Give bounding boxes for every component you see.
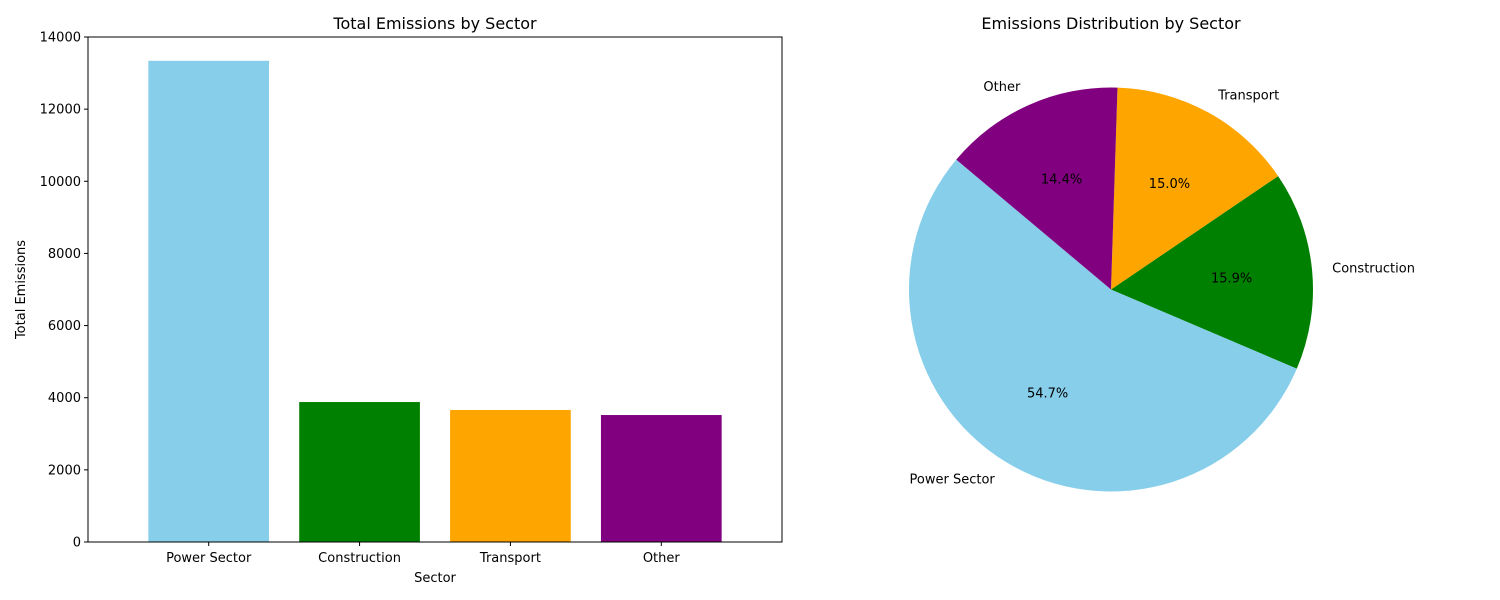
y-tick-label: 2000 (48, 463, 81, 478)
y-tick-label: 4000 (48, 391, 81, 406)
bar-chart-title: Total Emissions by Sector (332, 14, 537, 33)
slice-percent-label: 54.7% (1027, 386, 1068, 401)
y-tick-label: 10000 (40, 175, 81, 190)
bar-transport (450, 409, 571, 542)
x-tick-label: Construction (318, 551, 401, 566)
slice-transport (1111, 87, 1279, 290)
slice-power-sector (908, 159, 1297, 492)
pie-chart: Emissions Distribution by Sector Power S… (908, 14, 1415, 492)
slice-label: Transport (1217, 88, 1279, 103)
pie-labels: Power Sector 54.7% Construction 15.9% Transp… (910, 80, 1415, 487)
y-axis-label: Total Emissions (14, 240, 29, 340)
x-tick-label: Power Sector (166, 551, 252, 566)
bar-other (600, 415, 722, 542)
slice-construction (1111, 176, 1313, 369)
slice-percent-label: 15.9% (1211, 271, 1252, 286)
x-tick-label: Other (643, 551, 681, 566)
bar-marks (148, 60, 722, 543)
pie-chart-title: Emissions Distribution by Sector (981, 14, 1241, 33)
slice-label: Construction (1332, 262, 1415, 277)
bar-chart: Total Emissions by Sector 0 2000 4000 6000 8… (14, 14, 783, 586)
slice-percent-label: 15.0% (1149, 177, 1190, 192)
y-tick-label: 0 (73, 536, 81, 551)
y-tick-label: 8000 (48, 247, 81, 262)
x-axis-label: Sector (414, 571, 456, 586)
x-tick-label: Transport (479, 551, 541, 566)
y-tick-label: 14000 (40, 31, 81, 46)
y-axis-ticks: 0 2000 4000 6000 8000 10000 12000 14000 (40, 31, 88, 551)
bar-power-sector (148, 60, 270, 543)
pie-slices (908, 87, 1313, 492)
slice-other (956, 87, 1118, 290)
bar-chart-frame (87, 36, 783, 543)
bar-construction (299, 402, 420, 542)
y-tick-label: 12000 (40, 103, 81, 118)
slice-percent-label: 14.4% (1041, 172, 1082, 187)
x-axis-ticks: Power Sector Construction Transport Other (166, 542, 680, 566)
slice-label: Other (983, 80, 1021, 95)
slice-label: Power Sector (910, 472, 996, 487)
y-tick-label: 6000 (48, 319, 81, 334)
